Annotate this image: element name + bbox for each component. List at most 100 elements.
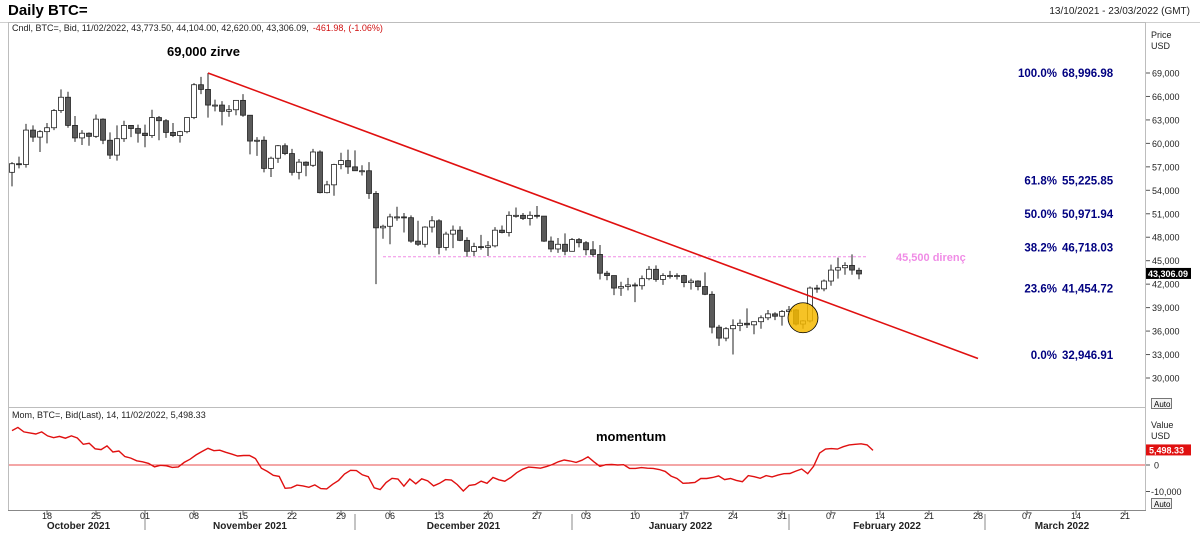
candle (716, 324, 722, 346)
candle-body (107, 139, 113, 156)
candle (359, 165, 365, 176)
candle-body (247, 114, 253, 142)
fib-percent: 0.0% (1031, 350, 1057, 362)
candle (177, 130, 183, 143)
candle (415, 220, 421, 246)
candle-body (569, 239, 575, 252)
price-auto-button[interactable]: Auto (1151, 398, 1172, 410)
candle (772, 312, 778, 321)
price-tick-label: 48,000 (1152, 233, 1180, 243)
candle (191, 83, 197, 120)
x-tick-label: 24 (728, 511, 738, 521)
price-tick-label: 33,000 (1152, 350, 1180, 360)
candle (9, 162, 15, 187)
candle (121, 120, 127, 142)
candle (856, 267, 862, 280)
price-axis-unit: USD (1151, 41, 1171, 51)
candle (814, 284, 820, 293)
price-tick-label: 30,000 (1152, 374, 1180, 384)
candle-body (205, 89, 211, 106)
candle-body (191, 84, 197, 118)
month-label: February 2022 (853, 521, 921, 532)
x-tick-label: 10 (630, 511, 640, 521)
candle-body (9, 163, 15, 173)
candle (303, 161, 309, 177)
x-tick-label: 18 (42, 511, 52, 521)
fib-percent: 23.6% (1024, 283, 1057, 295)
candle (422, 226, 428, 248)
candle-body (856, 269, 862, 275)
candle (212, 99, 218, 112)
svg-text:Auto: Auto (1154, 400, 1171, 409)
candle (296, 159, 302, 180)
candle (51, 108, 57, 131)
candle-body (471, 246, 477, 252)
candle-body (492, 229, 498, 247)
candle-body (513, 214, 519, 217)
month-label: October 2021 (47, 521, 111, 532)
price-tick-label: 66,000 (1152, 92, 1180, 102)
price-tick-label: 57,000 (1152, 162, 1180, 172)
candle (492, 227, 498, 248)
candle (590, 241, 596, 257)
candle-body (849, 264, 855, 271)
candle-body (730, 325, 736, 330)
candle (443, 231, 449, 251)
candle-body (401, 216, 407, 219)
price-info-line: Cndl, BTC=, Bid, 11/02/2022, 43,773.50, … (12, 23, 383, 33)
candle (625, 277, 631, 291)
x-tick-label: 25 (91, 511, 101, 521)
candle (779, 309, 785, 326)
candle-body (170, 132, 176, 136)
fib-price: 32,946.91 (1062, 350, 1114, 362)
candle (758, 315, 764, 329)
candle-body (177, 131, 183, 136)
candle (639, 275, 645, 290)
candle (198, 76, 204, 95)
candle (751, 321, 757, 335)
candle (226, 105, 232, 117)
candle-body (100, 118, 106, 141)
candle (478, 234, 484, 250)
candle-body (814, 287, 820, 290)
candle-body (639, 278, 645, 287)
candle-body (394, 216, 400, 219)
candle-body (583, 242, 589, 251)
candle (408, 215, 414, 243)
momentum-line (11, 426, 874, 492)
candle (681, 274, 687, 288)
candle (373, 191, 379, 285)
candle (653, 265, 659, 282)
candle-body (485, 245, 491, 248)
candle-body (366, 170, 372, 194)
candle-body (695, 280, 701, 287)
candle-body (709, 293, 715, 328)
candle (219, 101, 225, 126)
momentum-auto-button[interactable]: Auto (1151, 498, 1172, 510)
x-tick-label: 15 (238, 511, 248, 521)
candle-body (44, 127, 50, 133)
candle (583, 241, 589, 256)
candle (289, 148, 295, 176)
momentum-value-tag: 5,498.33 (1146, 444, 1191, 456)
x-tick-label: 31 (777, 511, 787, 521)
fib-price: 50,971.94 (1062, 209, 1114, 221)
price-tick-label: 60,000 (1152, 139, 1180, 149)
candle-body (436, 220, 442, 248)
date-range: 13/10/2021 - 23/03/2022 (GMT) (1049, 6, 1190, 17)
candle-body (429, 220, 435, 228)
candle (737, 319, 743, 332)
candle (842, 262, 848, 275)
candle-body (758, 317, 764, 323)
candle (394, 206, 400, 221)
candle (205, 73, 211, 118)
candles-layer (9, 73, 862, 355)
candle (534, 205, 540, 219)
candle (247, 114, 253, 155)
svg-text:43,306.09: 43,306.09 (1148, 269, 1188, 279)
candle-body (261, 139, 267, 169)
candle-body (646, 268, 652, 280)
candle-body (408, 217, 414, 242)
candle (513, 207, 519, 218)
candle-body (478, 246, 484, 249)
